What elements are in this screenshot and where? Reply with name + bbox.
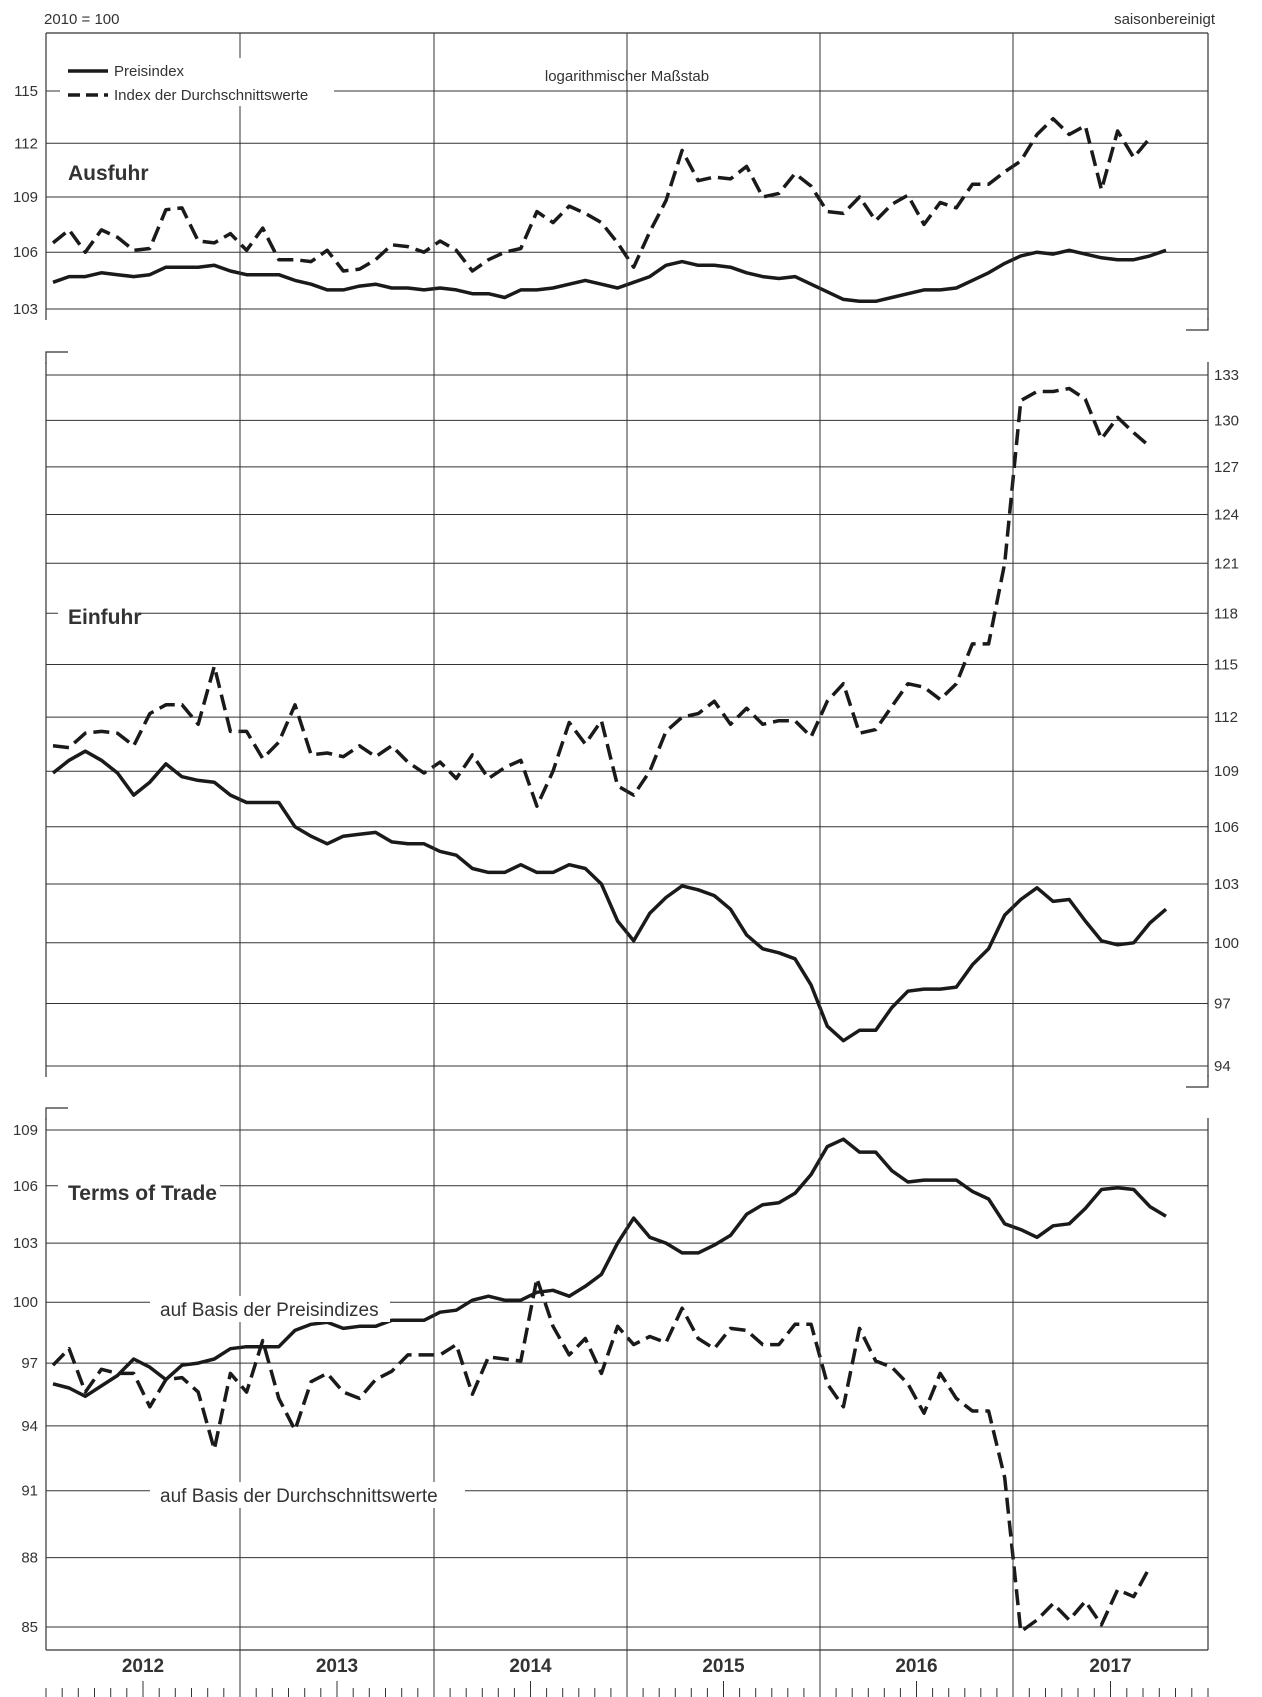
y-tick-label: 106: [1214, 819, 1239, 836]
series-line-dashed: [51, 1276, 1152, 1634]
series-line-dashed: [52, 386, 1152, 808]
y-tick-label: 130: [1214, 412, 1239, 429]
year-grid: [239, 33, 1014, 1697]
series-lines-terms-of-trade: [51, 1137, 1167, 1634]
y-tick-label: 109: [13, 189, 38, 206]
year-label: 2014: [509, 1656, 552, 1677]
y-tick-label: 109: [13, 1122, 38, 1139]
y-tick-label: 100: [13, 1294, 38, 1311]
panel-einfuhr: 94 97 100 103 106 109 112 115 118 121 124 127 130 133: [46, 367, 1239, 1075]
series-line-solid: [51, 749, 1168, 1043]
y-tick-label: 133: [1214, 367, 1239, 384]
y-tick-label: 94: [21, 1418, 38, 1435]
base-label: 2010 = 100: [44, 11, 120, 28]
year-label: 2016: [895, 1656, 937, 1677]
y-tick-label: 103: [13, 1235, 38, 1252]
series-line-solid: [52, 1137, 1167, 1399]
y-tick-label: 100: [1214, 935, 1239, 952]
series-line-solid: [52, 248, 1167, 304]
x-axis: 2012 2013 2014 2015 2016 2017: [45, 1656, 1209, 1697]
year-label: 2015: [702, 1656, 745, 1677]
y-tick-label: 106: [13, 244, 38, 261]
y-tick-label: 103: [1214, 876, 1239, 893]
y-tick-label: 94: [1214, 1058, 1231, 1075]
y-tick-label: 112: [1214, 709, 1238, 726]
panel-sep-mark: [1186, 1075, 1209, 1088]
panel-ausfuhr: 103 106 109 112 115: [13, 83, 1208, 318]
series-lines-einfuhr: [51, 386, 1168, 1043]
y-tick-label: 127: [1214, 459, 1239, 476]
y-tick-label: 115: [14, 83, 38, 100]
panel-sep-mark: [45, 351, 68, 364]
panel-sep-mark: [45, 1107, 68, 1120]
year-label: 2017: [1089, 1656, 1131, 1677]
y-tick-label: 121: [1214, 555, 1239, 572]
y-tick-label: 88: [21, 1550, 38, 1567]
y-ticks-ausfuhr: 103 106 109 112 115: [13, 83, 38, 318]
annotation-price-basis: auf Basis der Preisindizes: [160, 1300, 379, 1321]
y-tick-label: 112: [14, 135, 38, 152]
y-tick-label: 118: [1214, 605, 1238, 622]
panel-title-ausfuhr: Ausfuhr: [68, 162, 149, 185]
y-tick-label: 97: [21, 1355, 38, 1372]
adjustment-label: saisonbereinigt: [1114, 11, 1216, 28]
y-tick-label: 85: [21, 1619, 38, 1636]
annotation-unit-value-basis: auf Basis der Durchschnittswerte: [160, 1486, 438, 1507]
y-ticks-einfuhr: 94 97 100 103 106 109 112 115 118 121 124 127 130 133: [1214, 367, 1239, 1075]
y-ticks-terms-of-trade: 85 88 91 94 97 100 103 106 109: [13, 1122, 38, 1636]
y-tick-label: 115: [1214, 657, 1238, 674]
year-label: 2012: [122, 1656, 164, 1677]
legend-price: Preisindex: [114, 63, 185, 80]
series-line-dashed: [51, 116, 1152, 273]
y-tick-label: 109: [1214, 763, 1239, 780]
y-tick-label: 124: [1214, 507, 1239, 524]
panel-sep-mark: [1186, 318, 1209, 331]
series-lines-ausfuhr: [51, 116, 1167, 304]
y-tick-label: 103: [13, 301, 38, 318]
panel-title-einfuhr: Einfuhr: [68, 606, 142, 629]
year-label: 2013: [316, 1656, 358, 1677]
panel-title-terms-of-trade: Terms of Trade: [68, 1182, 217, 1205]
y-tick-label: 106: [13, 1178, 38, 1195]
y-tick-label: 97: [1214, 995, 1231, 1012]
y-tick-label: 91: [21, 1483, 38, 1500]
legend-unit-value: Index der Durchschnittswerte: [114, 87, 308, 104]
